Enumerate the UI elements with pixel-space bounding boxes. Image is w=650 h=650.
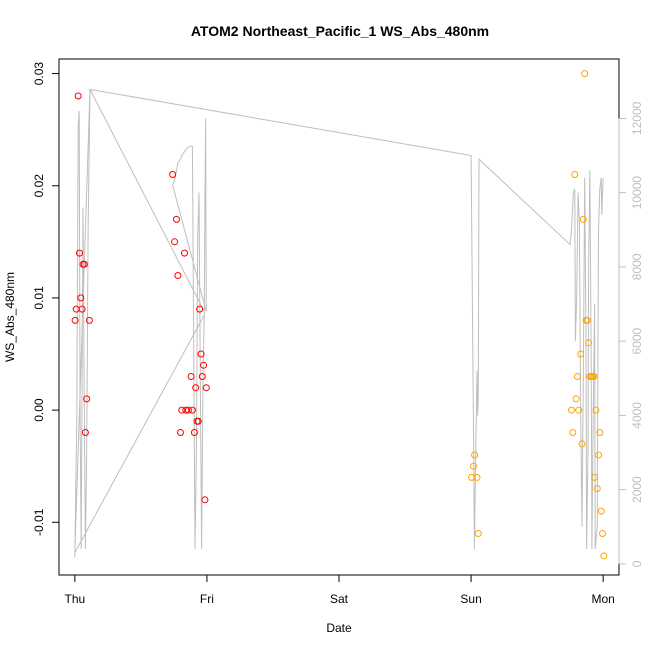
point-s2-16 <box>583 316 591 324</box>
point-s1-8 <box>81 429 89 436</box>
point-s1-3 <box>76 249 83 257</box>
y2-tick-label-5: 10000 <box>630 176 644 210</box>
point-s1-27 <box>197 350 205 358</box>
point-s2-2 <box>471 451 479 459</box>
point-s1-19 <box>184 406 192 414</box>
point-s1-2 <box>74 92 82 100</box>
point-s2-25 <box>595 451 602 459</box>
y2-tick-label-3: 6000 <box>630 327 644 354</box>
point-s1-7 <box>80 260 88 268</box>
point-s1-12 <box>171 238 179 246</box>
y-tick-label-3: 0.02 <box>32 174 46 198</box>
point-s2-4 <box>474 530 482 537</box>
point-s2-14 <box>581 70 589 78</box>
point-s2-5 <box>568 406 575 414</box>
point-s1-29 <box>200 361 208 369</box>
point-s1-22 <box>190 429 198 436</box>
point-s2-7 <box>571 171 579 178</box>
point-s1-0 <box>71 316 79 324</box>
y2-tick-label-0: 0 <box>630 560 644 567</box>
point-s1-18 <box>182 406 190 414</box>
x-tick-label-1: Fri <box>200 592 214 606</box>
x-axis-label: Date <box>326 621 352 635</box>
point-s2-9 <box>573 373 581 380</box>
x-tick-label-2: Sat <box>330 592 349 606</box>
y2-tick-label-1: 2000 <box>630 476 644 503</box>
point-s1-4 <box>77 294 85 302</box>
x-tick-label-4: Mon <box>591 592 614 606</box>
point-s2-27 <box>597 507 605 515</box>
secondary-series <box>74 88 604 558</box>
point-s2-28 <box>599 530 606 537</box>
point-s1-21 <box>188 406 196 414</box>
point-s2-17 <box>585 339 593 347</box>
point-s1-17 <box>181 249 188 257</box>
point-s1-28 <box>198 373 206 380</box>
y2-tick-label-2: 4000 <box>630 402 644 429</box>
y-tick-label-4: 0.03 <box>32 62 46 86</box>
point-s2-11 <box>577 350 585 358</box>
x-axis: Thu Fri Sat Sun Mon <box>65 574 615 606</box>
point-s2-6 <box>569 429 577 436</box>
point-s2-12 <box>578 440 586 448</box>
y2-tick-label-6: 12000 <box>630 101 644 135</box>
point-s1-31 <box>202 384 210 392</box>
y-axis-label: WS_Abs_480nm <box>3 272 17 362</box>
point-s1-1 <box>72 305 80 313</box>
point-s2-13 <box>579 215 587 223</box>
chart-title: ATOM2 Northeast_Pacific_1 WS_Abs_480nm <box>191 23 489 39</box>
point-s2-1 <box>470 462 477 470</box>
point-s1-11 <box>169 171 177 178</box>
point-s2-3 <box>473 473 481 481</box>
points-group <box>71 70 608 560</box>
point-s1-9 <box>83 395 91 403</box>
point-s2-26 <box>596 429 604 436</box>
x-tick-label-0: Thu <box>65 592 86 606</box>
y-axis-right: 0 2000 4000 6000 8000 10000 12000 <box>618 101 644 567</box>
y-axis-left: -0.01 0.00 0.01 0.02 0.03 <box>32 62 60 536</box>
point-s2-29 <box>600 552 608 560</box>
point-s1-23 <box>192 384 200 392</box>
secondary-line <box>74 88 604 558</box>
point-s2-21 <box>590 373 598 380</box>
point-s1-13 <box>173 215 180 223</box>
point-s2-22 <box>591 473 599 481</box>
point-s1-10 <box>85 316 93 324</box>
point-s1-16 <box>178 406 186 414</box>
point-s1-20 <box>187 373 195 380</box>
point-s1-30 <box>201 496 209 504</box>
point-s1-26 <box>196 305 204 313</box>
point-s1-5 <box>78 305 86 313</box>
y-tick-label-1: 0.00 <box>32 398 46 422</box>
point-s1-25 <box>194 417 202 425</box>
point-s2-8 <box>572 395 580 403</box>
y2-tick-label-4: 8000 <box>630 253 644 280</box>
point-s2-10 <box>575 406 583 414</box>
point-s1-14 <box>174 272 182 279</box>
point-s2-24 <box>593 485 601 493</box>
x-tick-label-3: Sun <box>460 592 481 606</box>
point-s1-15 <box>177 429 184 436</box>
point-s2-23 <box>592 406 600 414</box>
plot-frame <box>58 58 620 576</box>
y-tick-label-0: -0.01 <box>32 508 46 536</box>
y-tick-label-2: 0.01 <box>32 286 46 310</box>
